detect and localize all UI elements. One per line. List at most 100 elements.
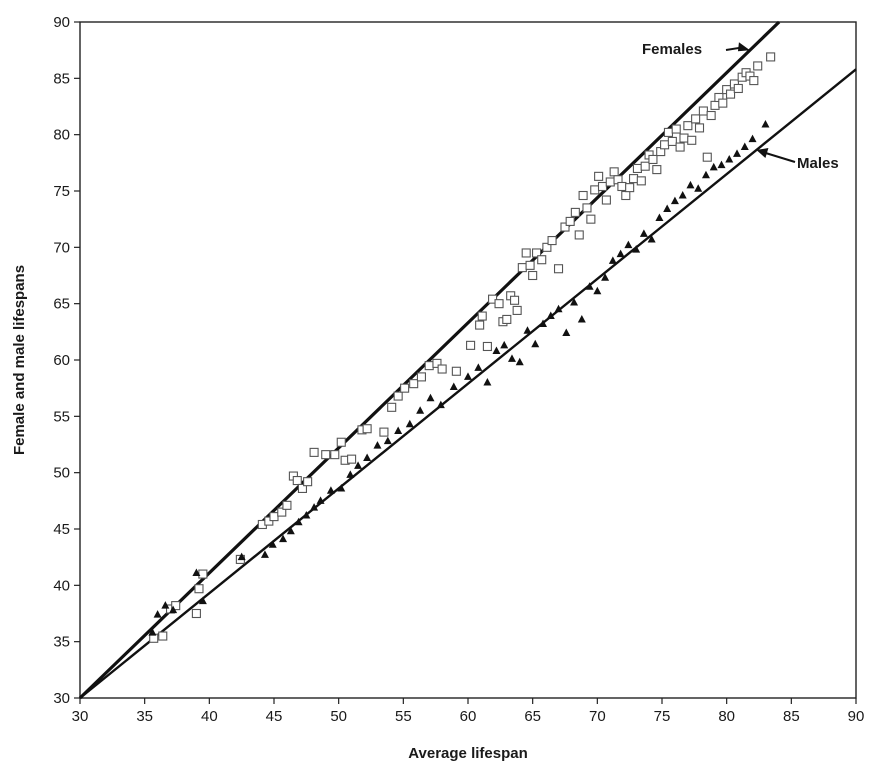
females-point	[400, 383, 410, 393]
females-point	[586, 214, 596, 224]
females-point	[574, 230, 584, 240]
males-point	[492, 346, 501, 354]
females-point	[597, 181, 608, 192]
females-point	[766, 52, 776, 62]
males-point	[426, 393, 435, 402]
males-label: Males	[797, 155, 839, 172]
males-point	[531, 339, 540, 348]
females-point	[687, 135, 697, 145]
males-point	[268, 540, 277, 548]
males-point	[539, 319, 548, 327]
males-point	[483, 378, 492, 386]
x-tick-label: 45	[266, 708, 283, 725]
males-point	[500, 340, 509, 349]
females-point	[158, 631, 168, 641]
females-point	[393, 391, 403, 401]
females-point	[691, 114, 701, 124]
y-tick-label: 70	[53, 239, 70, 256]
females-point	[636, 176, 646, 186]
males-point	[394, 426, 403, 434]
females-point	[432, 358, 442, 368]
females-point	[171, 601, 181, 611]
males-point	[624, 240, 633, 249]
males-point	[709, 162, 718, 171]
males-point	[286, 526, 295, 535]
females-point	[725, 89, 736, 99]
males-point	[161, 601, 170, 609]
females-point	[309, 447, 319, 457]
females-point	[416, 372, 426, 382]
x-tick-label: 30	[72, 708, 89, 725]
females-point	[648, 154, 658, 165]
females-point	[582, 203, 592, 213]
y-tick-label: 90	[53, 14, 70, 31]
females-point	[191, 608, 201, 619]
males-point	[260, 550, 269, 558]
y-tick-label: 85	[53, 70, 70, 87]
males-arrowhead	[756, 148, 769, 159]
males-point	[601, 273, 610, 281]
x-tick-label: 40	[201, 708, 218, 725]
series-annotations: Females Males	[642, 41, 839, 172]
females-point	[510, 295, 520, 305]
females-point	[679, 133, 689, 143]
males-point	[192, 568, 201, 576]
females-point	[660, 140, 670, 150]
males-point	[169, 605, 178, 614]
males-point	[405, 419, 414, 428]
females-point	[663, 127, 674, 137]
males-point	[725, 154, 734, 163]
females-point	[605, 177, 615, 187]
males-point	[302, 510, 311, 519]
females-point	[451, 366, 461, 376]
x-tick-label: 80	[718, 708, 735, 725]
males-point	[294, 517, 303, 526]
x-tick-label: 65	[524, 708, 541, 725]
females-point	[753, 61, 763, 71]
x-tick-label: 35	[136, 708, 153, 725]
females-point	[594, 171, 604, 181]
males-point	[639, 229, 648, 237]
x-tick-label: 60	[460, 708, 477, 725]
y-tick-label: 55	[53, 408, 70, 425]
females-point	[494, 299, 504, 309]
y-tick-label: 80	[53, 127, 70, 144]
females-point	[702, 152, 712, 162]
males-point	[354, 461, 363, 469]
females-point	[525, 260, 535, 270]
females-point	[710, 100, 720, 110]
females-label: Females	[642, 41, 702, 58]
males-point	[373, 441, 382, 449]
y-tick-label: 30	[53, 690, 70, 707]
y-tick-label: 45	[53, 521, 70, 538]
males-point	[593, 286, 602, 295]
y-tick-label: 60	[53, 352, 70, 369]
females-point	[277, 507, 287, 517]
x-tick-label: 55	[395, 708, 412, 725]
females-point	[321, 450, 331, 460]
males-point	[449, 382, 458, 391]
males-point	[383, 436, 392, 445]
females-point	[609, 167, 619, 177]
females-arrowhead	[737, 42, 750, 52]
males-point	[363, 453, 372, 462]
females-point	[362, 424, 372, 434]
males-point	[554, 304, 563, 313]
females-point	[671, 124, 681, 134]
males-point	[694, 184, 703, 192]
males-point	[337, 483, 346, 492]
males-point	[647, 234, 656, 243]
females-point	[303, 477, 313, 487]
females-point	[628, 174, 639, 184]
males-point	[663, 204, 672, 213]
males-point	[148, 628, 157, 636]
males-point	[733, 149, 742, 157]
males-point	[686, 180, 695, 189]
females-point	[379, 427, 389, 437]
x-tick-label: 90	[848, 708, 865, 725]
males-point	[562, 328, 571, 336]
males-point	[761, 120, 770, 128]
males-point	[546, 311, 555, 320]
males-point	[198, 596, 207, 605]
females-point	[282, 500, 292, 510]
